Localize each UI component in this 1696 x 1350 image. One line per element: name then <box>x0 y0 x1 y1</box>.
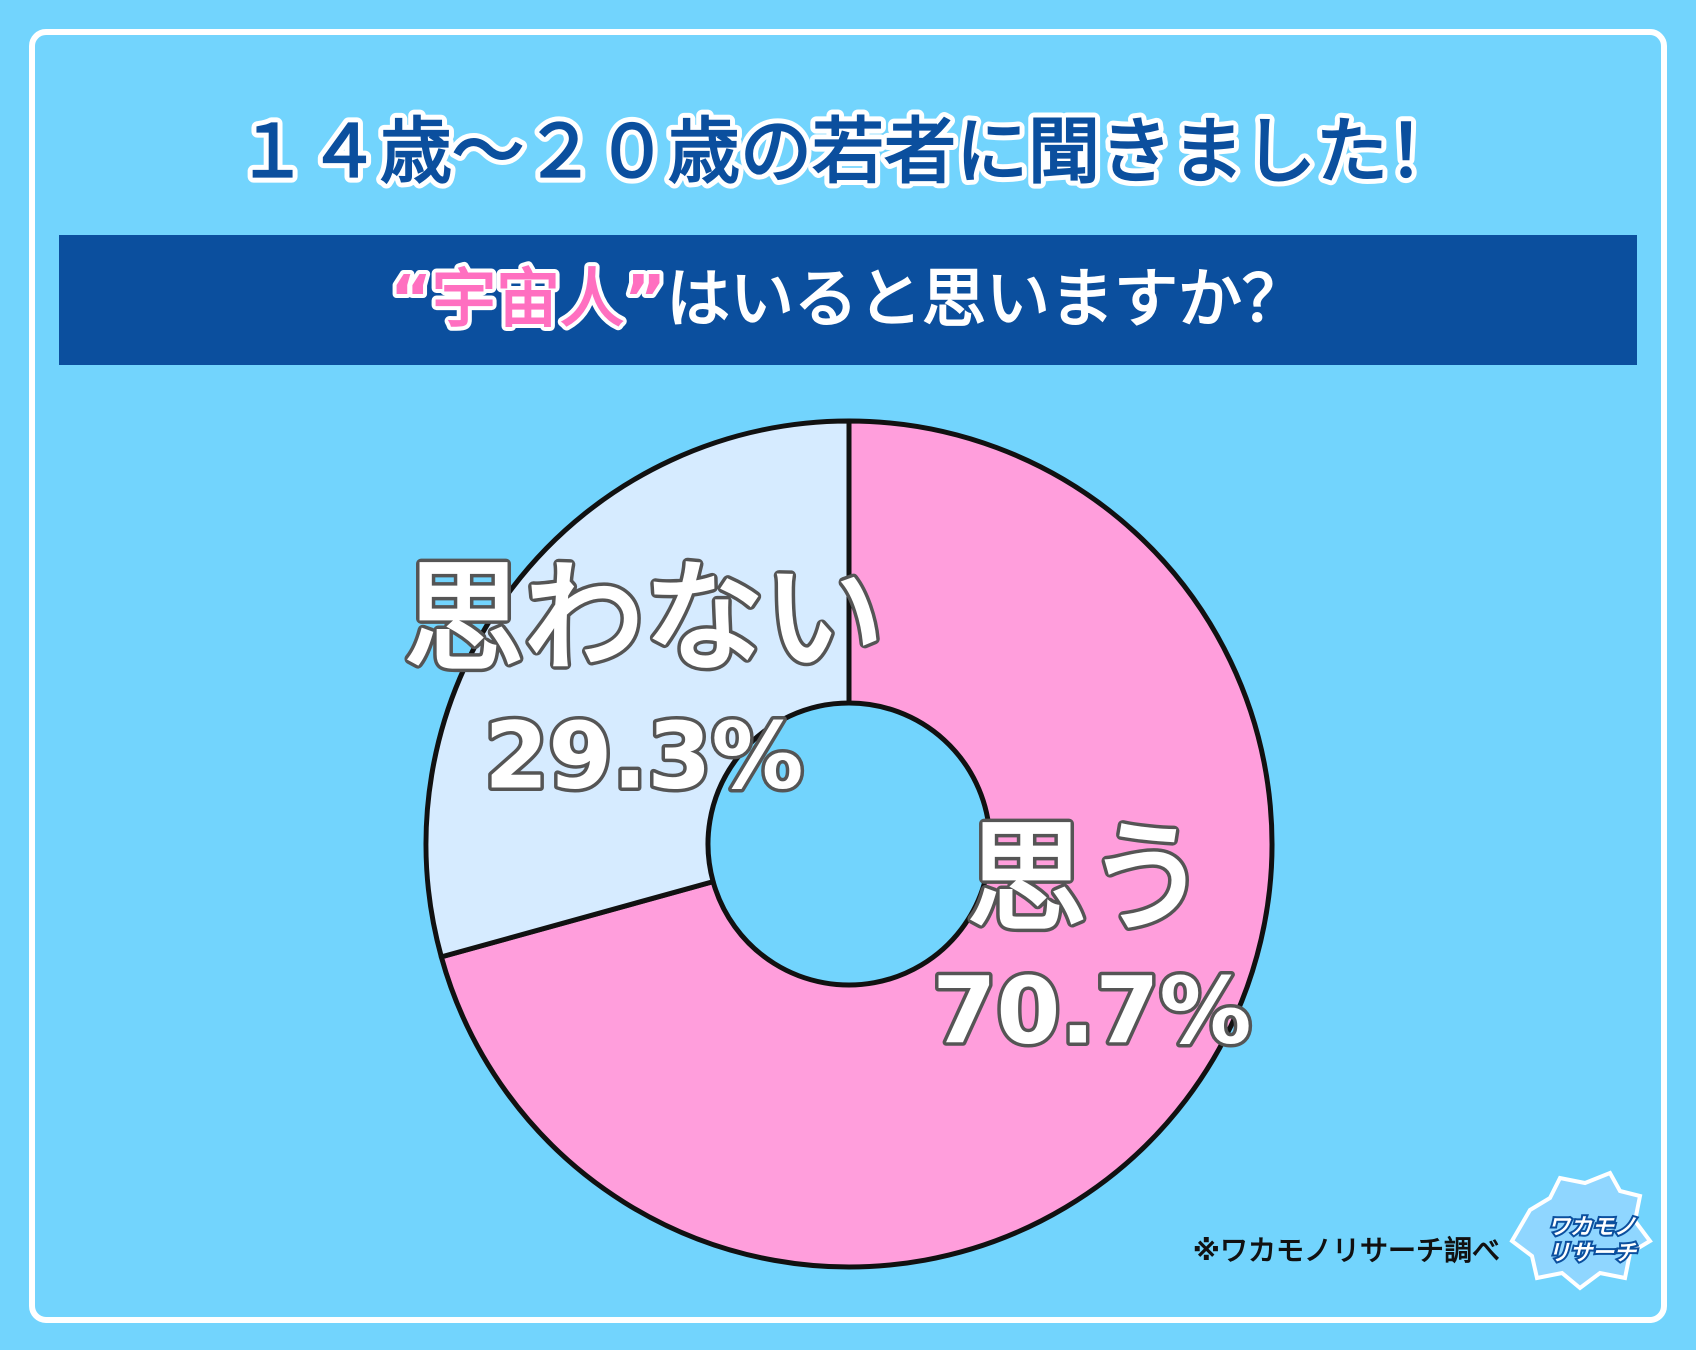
logo-burst <box>1509 1170 1653 1291</box>
slice-label: 思わない <box>404 550 884 689</box>
chart-subtitle: “宇宙人”はいると思いますか？ <box>390 263 1306 337</box>
subtitle-rest: はいると思いますか？ <box>666 263 1306 337</box>
chart-title: １４歳～２０歳の若者に聞きました！ <box>236 110 1460 194</box>
logo: ワカモノ リサーチ <box>1509 1170 1653 1291</box>
slice-label: 思う <box>967 810 1207 949</box>
subtitle-highlight: “宇宙人” <box>390 263 666 337</box>
logo-text: リサーチ <box>1548 1241 1638 1266</box>
value-label: 29.3% <box>484 702 803 809</box>
slice <box>423 418 852 960</box>
logo-text: ワカモノ <box>1548 1215 1637 1240</box>
slice <box>438 418 1275 1270</box>
value-label: 70.7% <box>932 957 1251 1064</box>
banner <box>59 235 1637 365</box>
source-note: ※ワカモノリサーチ調べ <box>1193 1234 1500 1267</box>
